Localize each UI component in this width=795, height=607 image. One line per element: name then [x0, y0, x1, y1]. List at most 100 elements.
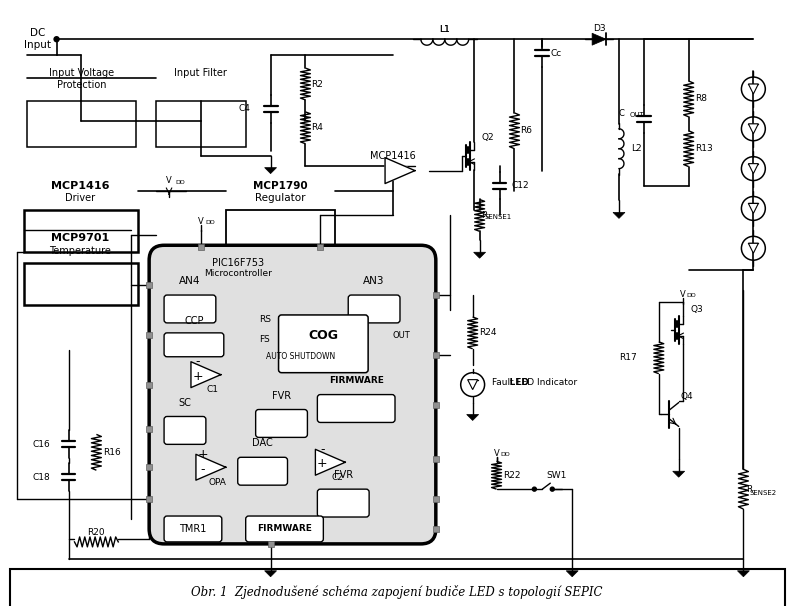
Text: DAC: DAC — [252, 438, 273, 449]
Text: Microcontroller: Microcontroller — [204, 269, 272, 277]
Text: R17: R17 — [619, 353, 637, 362]
Polygon shape — [748, 164, 758, 174]
Polygon shape — [265, 168, 277, 174]
Polygon shape — [748, 124, 758, 134]
Polygon shape — [385, 158, 415, 183]
Text: Input: Input — [24, 40, 51, 50]
Text: L2: L2 — [631, 144, 642, 153]
Text: R16: R16 — [103, 448, 121, 457]
Text: DD: DD — [687, 293, 696, 297]
FancyBboxPatch shape — [278, 315, 368, 373]
Text: +: + — [198, 448, 208, 461]
Text: MCP9701: MCP9701 — [52, 233, 110, 243]
Polygon shape — [191, 362, 221, 388]
FancyBboxPatch shape — [256, 410, 308, 438]
Polygon shape — [613, 212, 625, 219]
Text: AN3: AN3 — [363, 276, 385, 286]
Text: Q4: Q4 — [681, 392, 693, 401]
Text: V: V — [680, 290, 685, 299]
Bar — [146, 496, 152, 502]
Bar — [146, 282, 152, 288]
Text: R22: R22 — [503, 470, 521, 480]
FancyBboxPatch shape — [164, 295, 215, 323]
Text: SW1: SW1 — [546, 470, 567, 480]
Bar — [432, 352, 439, 358]
Circle shape — [550, 487, 554, 491]
Bar — [432, 402, 439, 407]
Text: D3: D3 — [593, 24, 605, 33]
Polygon shape — [748, 243, 758, 253]
Text: MCP1790: MCP1790 — [254, 180, 308, 191]
FancyBboxPatch shape — [164, 516, 222, 542]
Text: Input Voltage: Input Voltage — [48, 68, 114, 78]
FancyBboxPatch shape — [348, 295, 400, 323]
Polygon shape — [467, 379, 478, 390]
Bar — [146, 464, 152, 470]
Text: Protection: Protection — [56, 80, 107, 90]
Text: C12: C12 — [511, 181, 529, 190]
Bar — [146, 427, 152, 432]
Text: C4: C4 — [238, 104, 250, 114]
Bar — [432, 456, 439, 463]
Polygon shape — [316, 449, 345, 475]
FancyBboxPatch shape — [149, 245, 436, 544]
Polygon shape — [748, 84, 758, 94]
Text: OPA: OPA — [209, 478, 227, 487]
Text: R20: R20 — [87, 529, 105, 537]
Polygon shape — [738, 571, 750, 577]
Text: V: V — [198, 217, 204, 226]
Text: C1: C1 — [207, 385, 219, 394]
Polygon shape — [748, 203, 758, 214]
Text: SC: SC — [179, 398, 192, 407]
Text: FVR: FVR — [334, 470, 353, 480]
Text: CCP: CCP — [184, 316, 204, 326]
FancyBboxPatch shape — [238, 457, 288, 485]
Bar — [24, 211, 138, 253]
Text: TMR1: TMR1 — [179, 524, 207, 534]
Text: Input Filter: Input Filter — [174, 68, 227, 78]
Text: Cc: Cc — [550, 49, 561, 58]
Text: OUT: OUT — [630, 112, 645, 118]
Text: Temperature: Temperature — [49, 246, 111, 256]
Text: C18: C18 — [33, 473, 51, 482]
Text: -: - — [320, 443, 324, 456]
Text: FS: FS — [258, 335, 270, 344]
Polygon shape — [566, 571, 578, 577]
Text: DC: DC — [30, 29, 45, 38]
Text: OUT: OUT — [392, 331, 410, 341]
Text: R6: R6 — [521, 126, 533, 135]
Text: R: R — [482, 211, 488, 220]
Text: C2: C2 — [332, 473, 343, 482]
Text: C16: C16 — [33, 440, 51, 449]
Polygon shape — [196, 454, 226, 480]
Bar — [317, 244, 324, 250]
Text: PIC16F753: PIC16F753 — [211, 258, 264, 268]
Bar — [198, 244, 204, 250]
Text: FVR: FVR — [272, 390, 291, 401]
Text: RS: RS — [258, 316, 270, 324]
Text: -: - — [200, 463, 205, 476]
FancyBboxPatch shape — [317, 395, 395, 422]
Text: C: C — [618, 109, 624, 118]
Text: +: + — [317, 456, 328, 470]
FancyBboxPatch shape — [246, 516, 324, 542]
Bar — [27, 101, 136, 147]
Text: L1: L1 — [440, 25, 450, 34]
Text: R13: R13 — [695, 144, 712, 153]
Text: Q3: Q3 — [690, 305, 703, 314]
Text: DD: DD — [175, 180, 184, 185]
Polygon shape — [467, 415, 479, 421]
Circle shape — [54, 37, 59, 42]
Text: R8: R8 — [695, 95, 707, 103]
Text: R24: R24 — [479, 328, 497, 337]
Bar — [432, 292, 439, 298]
Text: Obr. 1  Zjednodušené schéma zapojení budiče LED s topologií SEPIC: Obr. 1 Zjednodušené schéma zapojení budi… — [192, 585, 603, 599]
Text: +: + — [192, 370, 204, 383]
Text: SENSE2: SENSE2 — [750, 490, 777, 496]
Text: L1: L1 — [440, 25, 450, 34]
Text: SENSE1: SENSE1 — [485, 214, 512, 220]
Text: FIRMWARE: FIRMWARE — [329, 376, 384, 385]
FancyBboxPatch shape — [164, 333, 224, 357]
Bar — [146, 332, 152, 338]
Text: MCP1416: MCP1416 — [370, 151, 416, 161]
